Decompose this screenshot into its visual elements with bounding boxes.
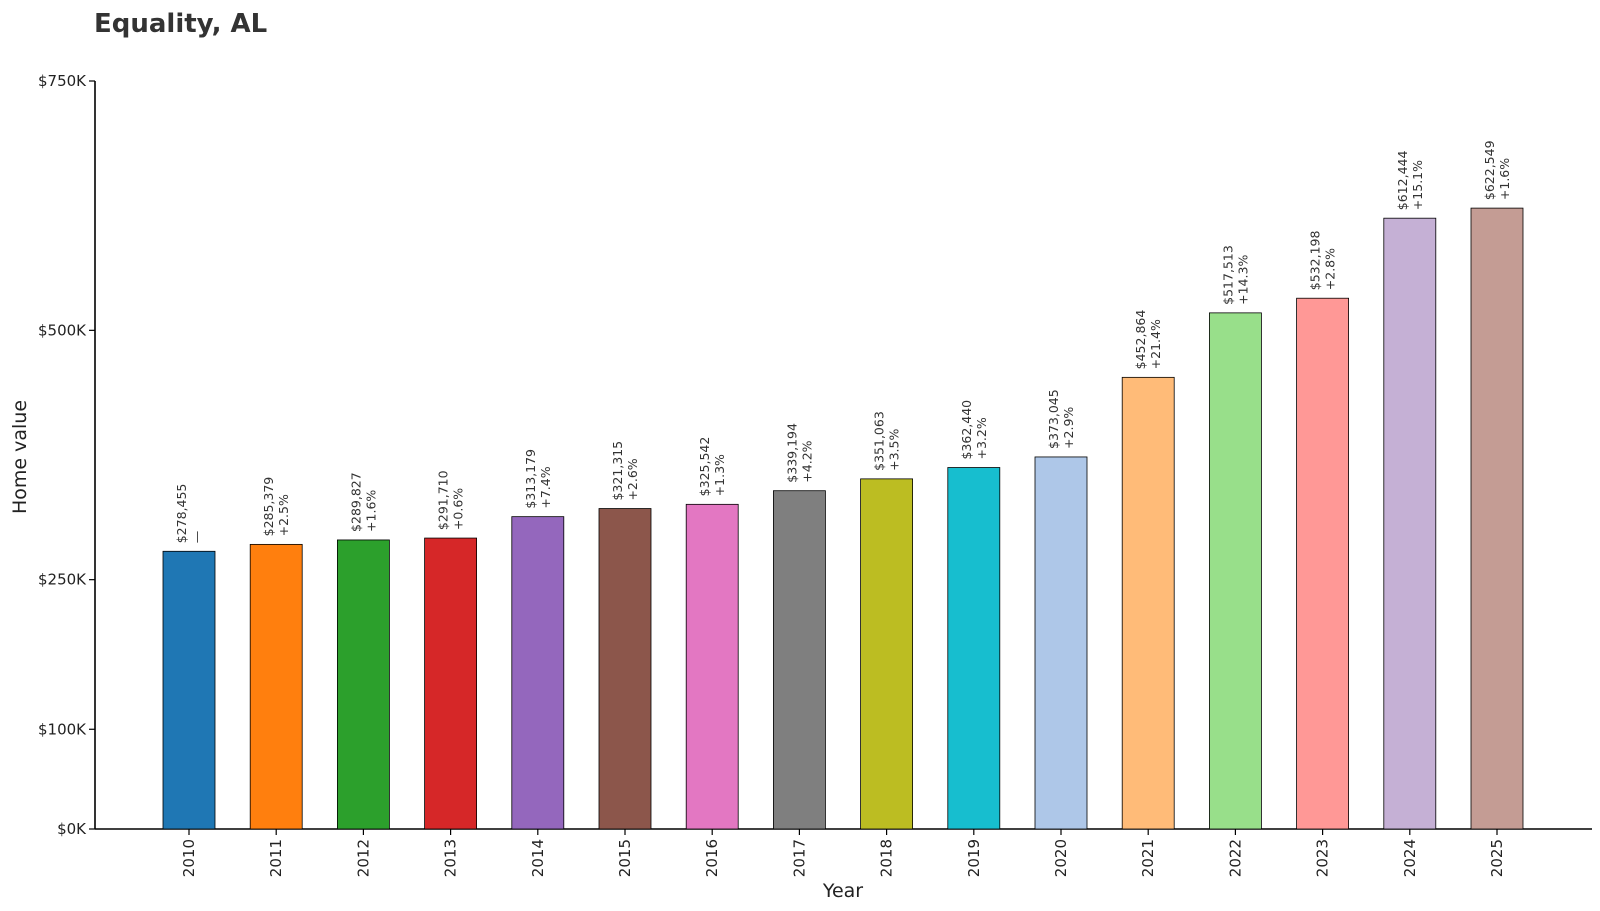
change-label: +2.9% <box>1061 407 1076 449</box>
value-label: $313,179 <box>523 449 538 509</box>
x-tick-label: 2012 <box>354 839 372 877</box>
x-tick-label: 2019 <box>965 839 983 877</box>
value-label: $339,194 <box>784 423 799 483</box>
bar-2013 <box>424 537 478 830</box>
value-label: $532,198 <box>1308 231 1323 291</box>
x-tick-label: 2011 <box>267 839 285 877</box>
change-label: +4.2% <box>799 440 814 482</box>
change-label: +2.8% <box>1323 248 1338 290</box>
bar-2019 <box>947 467 1001 830</box>
bar-2023 <box>1296 297 1349 830</box>
x-tick-label: 2018 <box>878 839 896 877</box>
value-label: $325,542 <box>697 437 712 497</box>
x-tick-label: 2015 <box>616 839 634 877</box>
y-tick-label: $100K <box>38 720 87 738</box>
value-label: $612,444 <box>1395 150 1410 210</box>
change-label: +7.4% <box>538 466 553 508</box>
x-tick-label: 2023 <box>1314 839 1332 877</box>
y-tick-label: $750K <box>38 72 87 90</box>
bar-2021 <box>1121 376 1175 830</box>
value-label: $362,440 <box>959 400 974 460</box>
bars <box>162 207 1524 830</box>
bar-2016 <box>685 503 739 830</box>
change-label: +1.6% <box>363 490 378 532</box>
value-label: $517,513 <box>1220 245 1235 305</box>
x-tick-label: 2020 <box>1052 839 1070 877</box>
value-label: $452,864 <box>1133 310 1148 370</box>
x-tick-label: 2022 <box>1226 839 1244 877</box>
bar-2017 <box>773 490 826 830</box>
x-axis: 2010 2011 2012 2013 2014 2015 2016 2017 2018 2019… <box>95 828 1592 877</box>
bar-2010 <box>162 550 216 830</box>
x-tick-label: 2010 <box>180 839 198 877</box>
value-label: $289,827 <box>348 472 363 532</box>
x-tick-label: 2014 <box>529 839 547 877</box>
change-label: +1.3% <box>712 454 727 496</box>
value-label: $622,549 <box>1482 140 1497 200</box>
value-label: $278,455 <box>174 484 189 544</box>
x-tick-label: 2016 <box>703 839 721 877</box>
x-tick-label: 2021 <box>1139 839 1157 877</box>
change-label: +15.1% <box>1410 160 1425 210</box>
bar-2018 <box>860 478 913 830</box>
y-tick-label: $0K <box>57 820 87 838</box>
x-tick-label: 2017 <box>790 839 808 877</box>
change-label: — <box>189 531 204 544</box>
bar-2022 <box>1209 312 1262 830</box>
change-label: +1.6% <box>1497 158 1512 200</box>
change-label: +14.3% <box>1235 255 1250 305</box>
bar-2015 <box>598 508 652 830</box>
change-label: +0.6% <box>451 488 466 530</box>
value-label: $285,379 <box>261 477 276 537</box>
value-label: $321,315 <box>610 441 625 501</box>
bar-2012 <box>336 539 390 830</box>
chart-title: Equality, AL <box>94 9 267 39</box>
x-tick-label: 2024 <box>1401 839 1419 877</box>
change-label: +2.6% <box>625 458 640 500</box>
y-axis: $0K $100K $250K $500K $750K <box>38 72 96 838</box>
x-tick-label: 2025 <box>1488 839 1506 877</box>
y-tick-label: $250K <box>38 571 87 589</box>
value-label: $291,710 <box>436 470 451 530</box>
value-label: $351,063 <box>872 411 887 471</box>
x-axis-label: Year <box>822 880 863 902</box>
bar-2014 <box>511 516 565 830</box>
change-label: +3.2% <box>974 417 989 459</box>
y-axis-label: Home value <box>9 400 31 514</box>
change-label: +21.4% <box>1148 319 1163 369</box>
bar-labels: $278,455 —$285,379 +2.5% $289,827 +1.6% $291,… <box>174 140 1512 543</box>
x-tick-label: 2013 <box>442 839 460 877</box>
change-label: +2.5% <box>276 494 291 536</box>
bar-2011 <box>249 543 303 830</box>
bar-2020 <box>1034 456 1088 830</box>
bar-2025 <box>1470 207 1524 830</box>
value-label: $373,045 <box>1046 389 1061 449</box>
change-label: +3.5% <box>887 429 902 471</box>
y-tick-label: $500K <box>38 321 87 339</box>
bar-2024 <box>1383 217 1437 830</box>
